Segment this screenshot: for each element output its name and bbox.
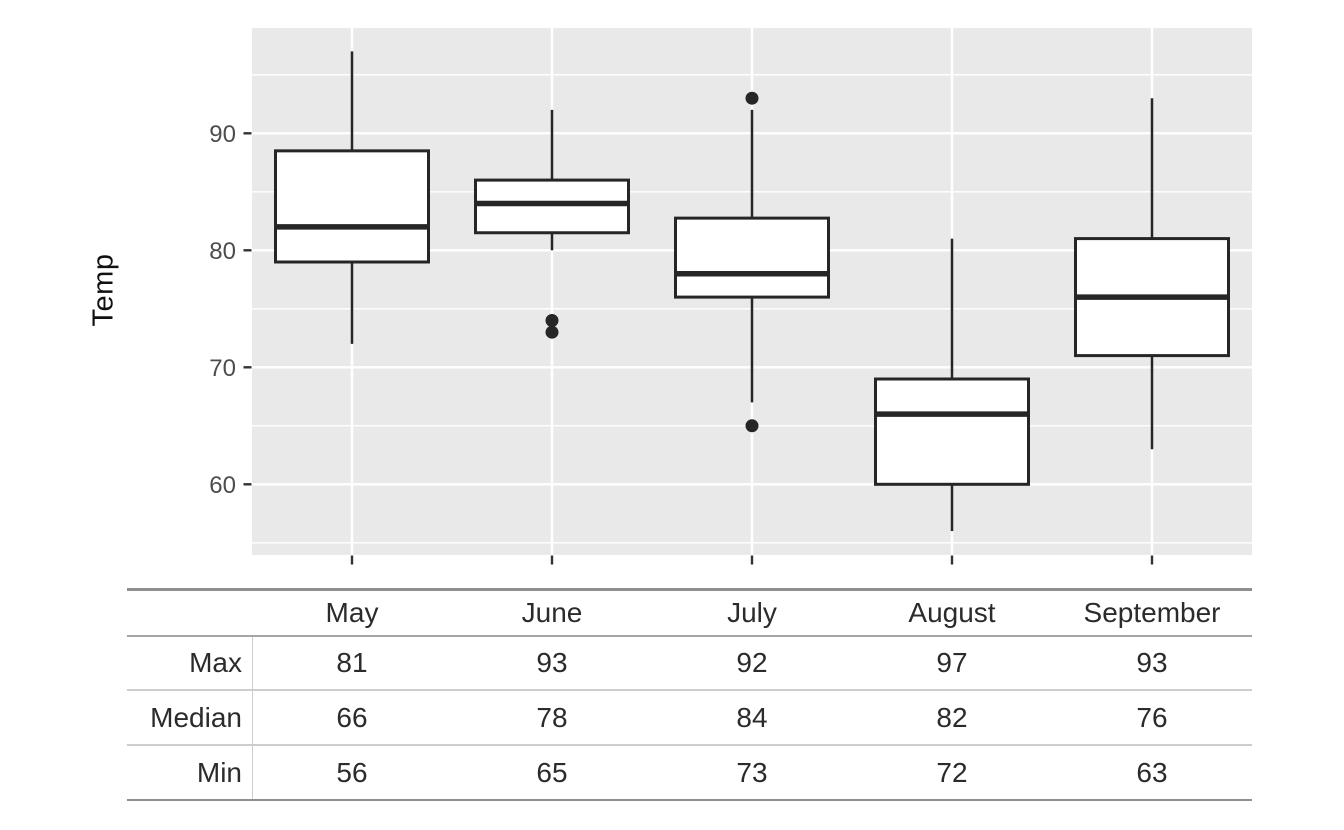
table-row-label: Median <box>150 701 242 733</box>
table-cell: 78 <box>536 701 568 733</box>
table-row-separator <box>127 689 1252 691</box>
boxplot-september <box>1074 98 1230 450</box>
table-cell: 56 <box>336 756 368 788</box>
boxplot-may <box>274 51 430 344</box>
table-column-header: August <box>908 596 996 628</box>
y-axis-tick-label: 80 <box>209 238 236 265</box>
table-cell: 97 <box>936 646 968 678</box>
table-cell: 66 <box>336 701 368 733</box>
table-cell: 84 <box>736 701 768 733</box>
boxplot-july <box>674 91 830 433</box>
table-bottom-border <box>127 798 1252 801</box>
table-cell: 81 <box>336 646 368 678</box>
iqr-box <box>274 149 430 264</box>
table-cell: 72 <box>936 756 968 788</box>
table-cell: 93 <box>1136 646 1168 678</box>
table-cell: 63 <box>1136 756 1168 788</box>
boxplot-august <box>874 238 1030 532</box>
outlier-point <box>545 314 559 327</box>
y-axis-tick-label: 60 <box>209 472 236 499</box>
y-axis-tick-label: 90 <box>209 121 236 148</box>
outlier-point <box>745 419 759 433</box>
table-column-header: July <box>727 596 777 628</box>
iqr-box <box>874 377 1030 486</box>
outlier-point <box>745 91 759 105</box>
table-column-header: May <box>325 596 379 628</box>
table-header-underline <box>127 635 1252 637</box>
table-cell: 76 <box>1136 701 1168 733</box>
table-row-label: Max <box>189 646 242 678</box>
outlier-point <box>545 325 559 339</box>
table-row-label: Min <box>196 756 242 788</box>
iqr-box <box>474 178 630 235</box>
y-axis-tick-label: 70 <box>209 355 236 382</box>
table-row-separator <box>127 744 1252 746</box>
table-vertical-separator <box>251 637 253 799</box>
table-top-border <box>127 588 1252 591</box>
table-cell: 93 <box>536 646 568 678</box>
table-cell: 92 <box>736 646 768 678</box>
table-cell: 65 <box>536 756 568 788</box>
y-axis-title: Temp <box>87 253 120 327</box>
table-column-header: September <box>1083 596 1221 628</box>
table-cell: 82 <box>936 701 968 733</box>
iqr-box <box>674 216 830 299</box>
boxplot-june <box>474 109 630 339</box>
table-cell: 73 <box>736 756 768 788</box>
table-column-header: June <box>521 596 583 628</box>
